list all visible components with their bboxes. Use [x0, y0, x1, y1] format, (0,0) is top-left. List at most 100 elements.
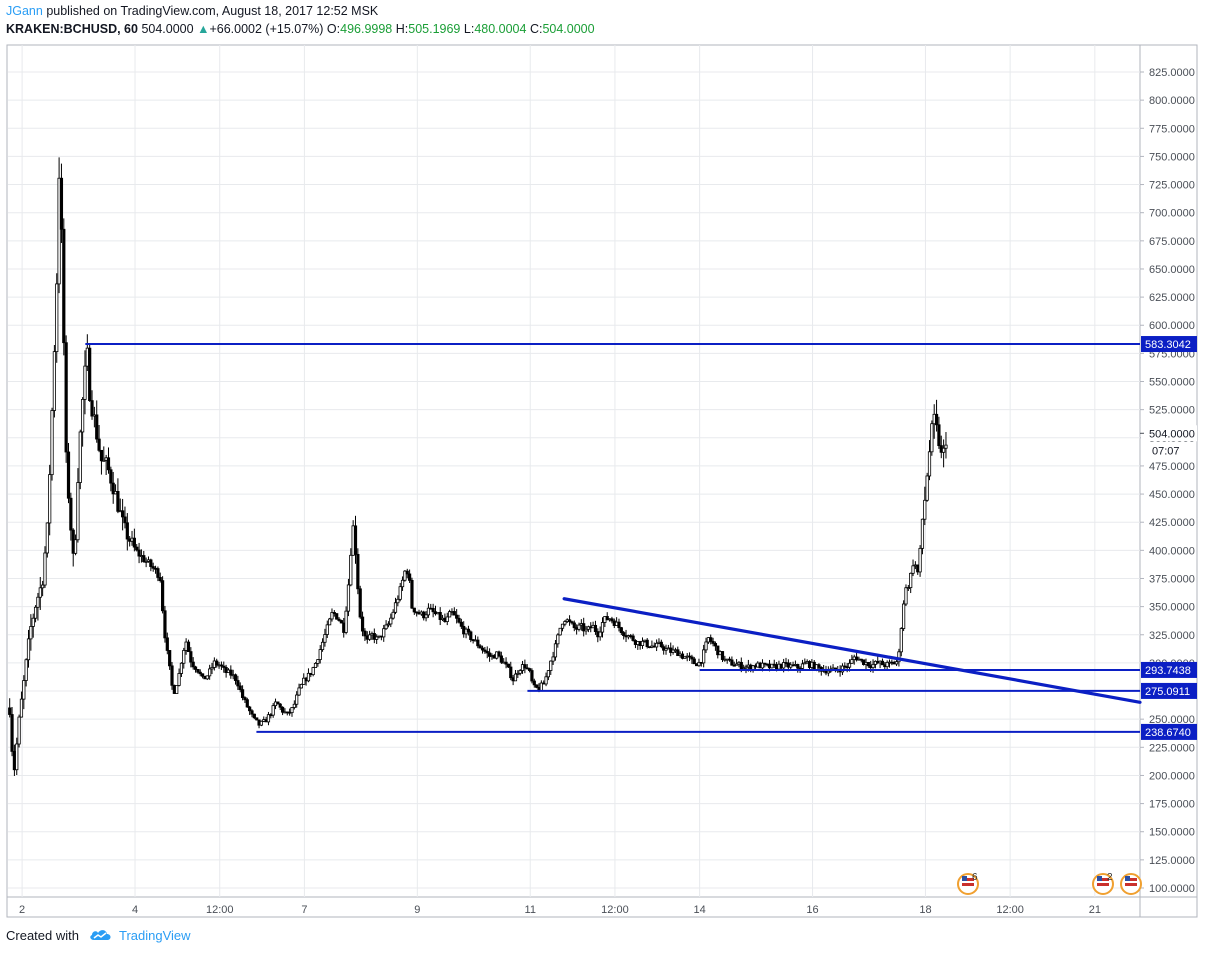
tradingview-brand[interactable]: TradingView: [118, 928, 191, 943]
candle-body: [88, 347, 92, 402]
candle-body: [193, 666, 198, 670]
candle-body: [826, 670, 830, 674]
candle-body: [243, 697, 247, 701]
candle-body: [198, 671, 202, 675]
time-axis[interactable]: 2 4 12:00 7 9 11 12:00 14 16 18 12:00 21: [19, 904, 1101, 916]
price-chart[interactable]: 100.0000 125.0000 150.0000 175.0000 200.0000…: [0, 0, 1205, 925]
candle-body: [403, 570, 407, 581]
candle-body: [144, 561, 148, 563]
chart-frame: [6, 44, 1198, 918]
candle-body: [149, 559, 153, 567]
drawings[interactable]: [85, 343, 1142, 733]
candle-body: [899, 628, 903, 653]
price-tick-label: 100.0000: [1149, 883, 1195, 895]
candle-body: [215, 660, 219, 666]
candle-body: [716, 645, 720, 656]
candle-body: [236, 680, 240, 687]
price-axis[interactable]: 100.0000 125.0000 150.0000 175.0000 200.0000…: [1140, 67, 1197, 895]
price-tick-label: 400.0000: [1149, 545, 1195, 557]
trendline[interactable]: [562, 597, 1142, 704]
candle-body: [189, 651, 193, 663]
candle-body: [466, 628, 471, 633]
candle-body: [871, 663, 875, 669]
price-tick-label: 425.0000: [1149, 517, 1195, 529]
candle-body: [560, 623, 565, 629]
candle-body: [448, 611, 452, 618]
candle-body: [318, 649, 322, 660]
candle-body: [26, 638, 31, 661]
candle-body: [730, 659, 734, 666]
candle-body: [43, 552, 47, 586]
economic-event-flag-icon[interactable]: 2: [1092, 872, 1114, 895]
candle-body: [125, 522, 129, 540]
economic-event-flag-icon[interactable]: [1120, 873, 1142, 895]
candle-body: [513, 673, 518, 682]
candle-body: [902, 603, 906, 629]
time-tick-label: 12:00: [206, 904, 234, 916]
candle-body: [64, 342, 68, 453]
publish-line: JGann published on TradingView.com, Augu…: [6, 2, 1196, 20]
high-value: 505.1969: [408, 22, 461, 36]
candle-body: [709, 637, 713, 642]
candle-body: [911, 565, 915, 574]
candle-body: [655, 642, 659, 648]
candle-body: [384, 624, 388, 630]
candle-body: [222, 665, 226, 668]
flag-stripe: [1097, 883, 1109, 886]
candle-body: [266, 714, 271, 723]
candle-body: [177, 673, 181, 686]
candle-body: [255, 717, 259, 721]
candle-body: [41, 584, 45, 589]
candle-body: [690, 656, 694, 660]
price-label-box: [1141, 723, 1197, 740]
price-tick-label: 200.0000: [1149, 770, 1195, 782]
candle-body: [83, 365, 87, 400]
price-tick-label: 750.0000: [1149, 151, 1195, 163]
open-value: 496.9998: [340, 22, 393, 36]
candle-body: [551, 656, 555, 662]
price-tick-label: 225.0000: [1149, 742, 1195, 754]
candle-body: [8, 707, 12, 715]
candle-body: [770, 663, 774, 669]
time-tick-label: 2: [19, 904, 25, 916]
high-label: H:: [395, 22, 409, 36]
price-tick-label: 125.0000: [1149, 855, 1195, 867]
candle-body: [942, 447, 946, 453]
price-tick-label: 250.0000: [1149, 714, 1195, 726]
candle-body: [52, 351, 56, 411]
candle-body: [567, 619, 572, 623]
candle-body: [106, 457, 111, 471]
low-value: 480.0004: [474, 22, 527, 36]
price-tick-label: 800.0000: [1149, 95, 1195, 107]
candle-body: [408, 573, 412, 581]
candle-body: [233, 674, 238, 681]
symbol-label[interactable]: KRAKEN:BCHUSD, 60: [6, 22, 138, 36]
open-label: O:: [326, 22, 341, 36]
time-tick-label: 9: [414, 904, 420, 916]
up-arrow-icon: ▲: [197, 22, 210, 36]
candle-body: [90, 400, 94, 417]
candle-body: [19, 698, 24, 718]
candle-body: [36, 596, 40, 608]
published-text: published on TradingView.com, August 18,…: [46, 4, 379, 18]
candle-body: [546, 670, 551, 678]
price-tick-label: 475.0000: [1149, 461, 1195, 473]
candle-body: [593, 624, 598, 632]
candle-body: [48, 474, 52, 524]
time-tick-label: 7: [301, 904, 307, 916]
candle-body: [478, 645, 482, 649]
economic-event-flag-icon[interactable]: 6: [957, 872, 979, 895]
candle-body: [530, 670, 534, 682]
author-link[interactable]: JGann: [6, 4, 43, 18]
candle-body: [210, 667, 214, 670]
candle-body: [847, 662, 852, 668]
candle-body: [250, 710, 254, 715]
last-price-label: 504.0000: [1149, 428, 1195, 440]
candle-body: [516, 672, 520, 675]
candle-body: [605, 616, 609, 621]
candle-body: [906, 587, 910, 590]
candle-body: [280, 706, 285, 713]
candle-body: [22, 680, 26, 700]
candle-body: [532, 680, 536, 686]
